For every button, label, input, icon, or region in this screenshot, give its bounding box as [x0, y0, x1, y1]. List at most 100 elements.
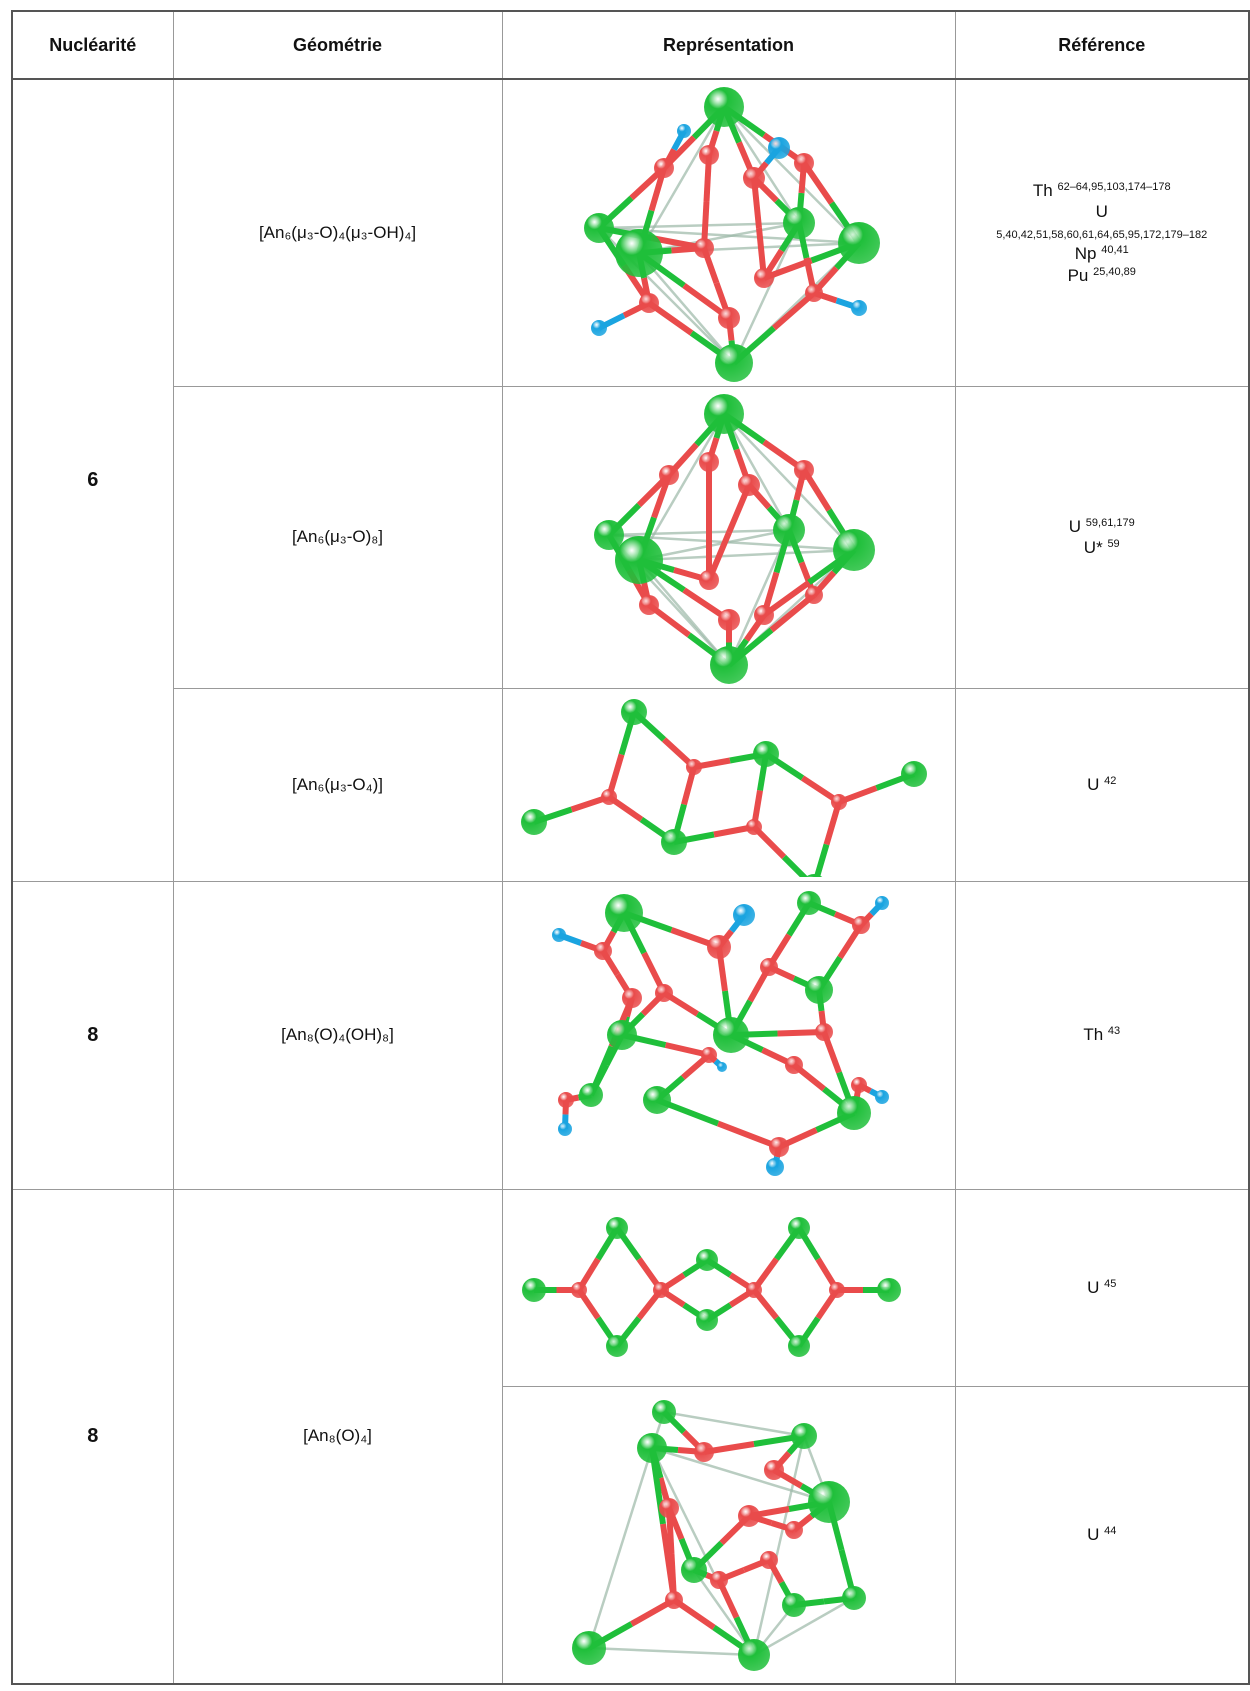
nuclearity: 8	[11, 1188, 174, 1685]
atom	[805, 874, 822, 877]
header-cell: Représentation	[501, 10, 956, 80]
atom	[759, 958, 778, 976]
reference: U 5,40,42,51,58,60,61,64,65,95,172,179–18…	[962, 201, 1243, 244]
atom	[557, 1122, 572, 1136]
atom	[717, 608, 740, 631]
row: [An₆(μ₃-O)₈] U 59,61,179 U* 59	[12, 385, 1250, 689]
molecule-diagram	[583, 86, 880, 382]
atom	[520, 809, 547, 835]
ref-numbers: 44	[1104, 1525, 1117, 1538]
faint-bond	[752, 1596, 855, 1656]
references: U 45	[954, 1188, 1250, 1387]
atom	[676, 123, 691, 138]
geometry: [An₈(O)₄(OH)₈]	[172, 880, 503, 1190]
atom	[636, 1432, 667, 1463]
atom	[604, 894, 643, 932]
atom	[790, 1422, 817, 1449]
representation	[501, 687, 956, 882]
row: U 44	[12, 1385, 1250, 1685]
atom	[737, 1504, 760, 1527]
atom	[787, 1216, 810, 1239]
atom	[714, 343, 753, 382]
faint-bond	[732, 222, 800, 364]
element: Pu	[1067, 265, 1089, 285]
atom	[793, 459, 814, 480]
atom	[703, 393, 744, 434]
faint-bond	[638, 528, 789, 561]
atom	[695, 1308, 718, 1331]
atom	[772, 513, 805, 546]
row: [An₆(μ₃-O₄)] U 42	[12, 687, 1250, 882]
atom	[700, 1047, 717, 1063]
representation	[501, 1188, 956, 1387]
atom	[768, 1137, 789, 1157]
atom	[709, 1570, 728, 1589]
faint-bond	[727, 528, 790, 666]
faint-bond	[637, 251, 735, 364]
representation	[501, 385, 956, 689]
bond	[769, 592, 816, 632]
atom	[759, 1550, 778, 1569]
atom	[614, 535, 663, 584]
atom	[605, 1216, 628, 1239]
ref-numbers: 59	[1107, 538, 1120, 550]
faint-bond	[663, 1410, 804, 1437]
atom	[717, 306, 740, 329]
atom	[557, 1092, 574, 1108]
atom	[698, 451, 719, 472]
atom	[578, 1083, 603, 1107]
geometry: [An₈(O)₄]	[172, 1188, 503, 1685]
atom	[653, 157, 674, 178]
element: U	[1095, 201, 1108, 221]
atom	[638, 594, 659, 615]
atom	[737, 1638, 770, 1671]
atom	[693, 1441, 714, 1462]
faint-bond	[598, 221, 799, 229]
atom	[685, 759, 702, 775]
faint-bond	[651, 1446, 829, 1503]
nuclearity: 6	[11, 78, 174, 882]
atom	[874, 1090, 889, 1104]
faint-bond	[722, 412, 855, 551]
atom	[737, 473, 760, 496]
atom	[716, 1062, 727, 1072]
molecule-diagram	[551, 891, 889, 1176]
geometry: [An₆(μ₃-O)₈]	[172, 385, 503, 689]
ref-numbers: 5,40,42,51,58,60,61,64,65,95,172,179–182	[996, 229, 1208, 242]
atom	[600, 789, 617, 805]
atom	[828, 1281, 845, 1298]
atom	[850, 299, 867, 316]
atom	[804, 976, 833, 1004]
faint-bond	[722, 412, 790, 531]
atom	[767, 136, 790, 159]
atom	[782, 206, 815, 239]
references: Th 43	[954, 880, 1250, 1190]
ref-numbers: 40,41	[1101, 244, 1129, 257]
atom	[753, 604, 774, 625]
atom	[804, 283, 823, 302]
atom	[732, 904, 755, 926]
faint-bond	[752, 1435, 805, 1656]
atom	[796, 891, 821, 915]
bond	[813, 843, 829, 877]
atom	[521, 1277, 546, 1302]
atom	[590, 319, 607, 336]
atom	[830, 794, 847, 810]
atom	[664, 1590, 683, 1609]
atom	[570, 1281, 587, 1298]
atom	[832, 528, 875, 571]
atom	[781, 1592, 806, 1617]
atom	[695, 1248, 718, 1271]
atom	[642, 1086, 671, 1114]
table-header: Nucléarité Géométrie Représentation Réfé…	[11, 10, 1250, 80]
atom	[605, 1334, 628, 1357]
atom	[841, 1585, 866, 1610]
reference: U 42	[962, 774, 1243, 795]
molecule-diagram	[593, 393, 875, 684]
atom	[765, 1158, 784, 1176]
ref-numbers: 42	[1104, 774, 1117, 787]
atom	[621, 988, 642, 1008]
ref-numbers: 59,61,179	[1085, 516, 1135, 529]
representation	[501, 1385, 956, 1685]
